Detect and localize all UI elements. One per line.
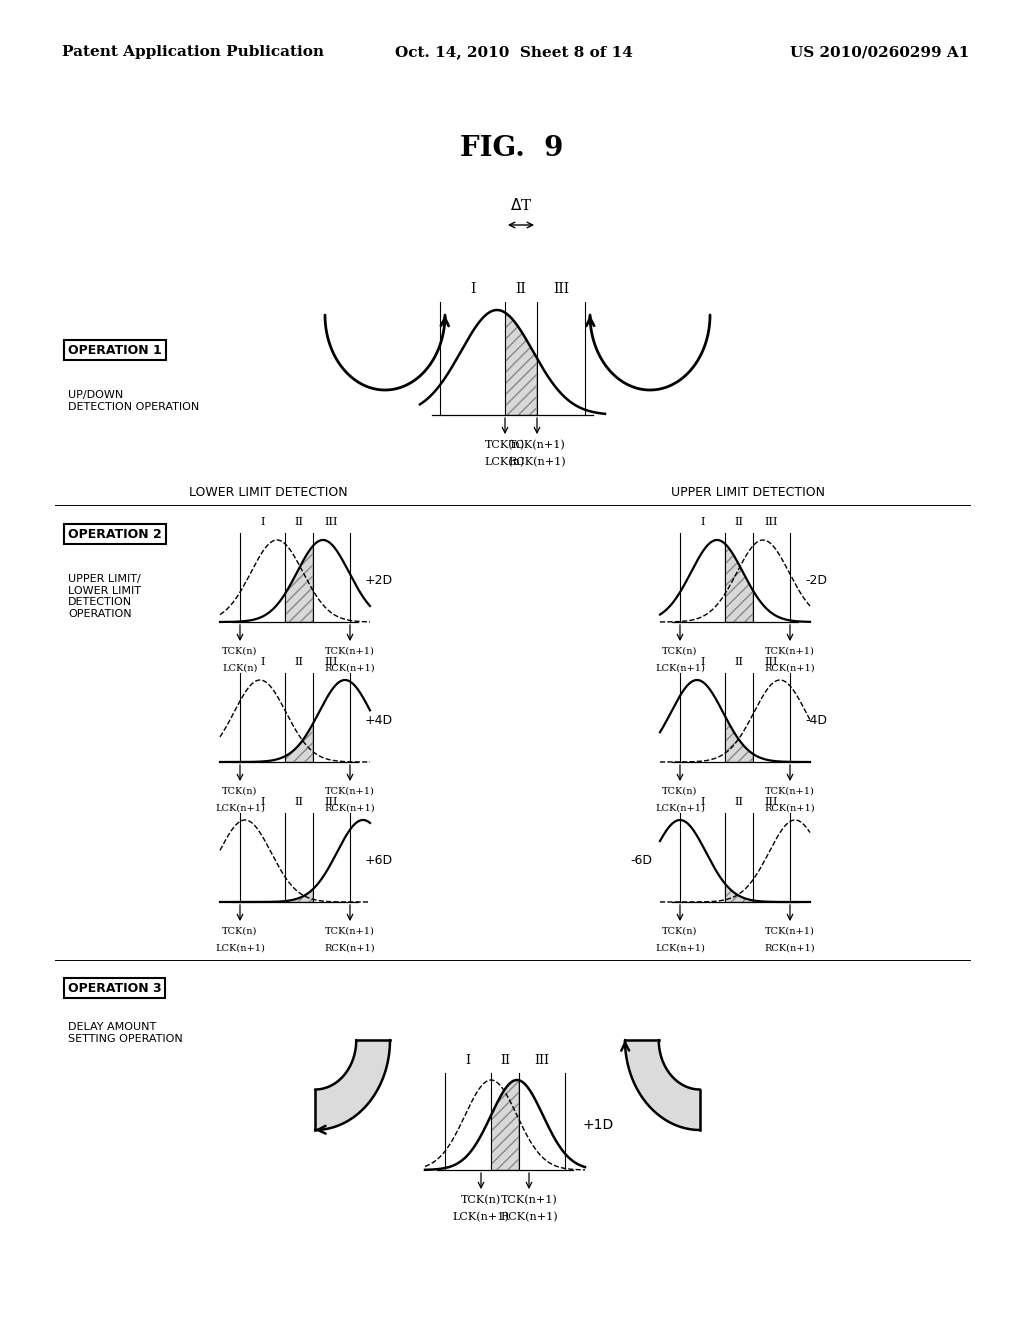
Polygon shape <box>725 884 753 902</box>
Polygon shape <box>285 723 313 762</box>
Text: TCK(n): TCK(n) <box>222 647 258 656</box>
Polygon shape <box>725 717 753 762</box>
Polygon shape <box>725 544 753 622</box>
Text: TCK(n): TCK(n) <box>461 1195 501 1205</box>
Text: III: III <box>535 1053 550 1067</box>
Polygon shape <box>625 1040 700 1130</box>
Text: II: II <box>734 657 743 668</box>
Text: TCK(n): TCK(n) <box>222 787 258 796</box>
Polygon shape <box>285 546 313 622</box>
Text: TCK(n+1): TCK(n+1) <box>325 647 375 656</box>
Text: OPERATION 2: OPERATION 2 <box>68 528 162 540</box>
Text: US 2010/0260299 A1: US 2010/0260299 A1 <box>790 45 970 59</box>
Text: III: III <box>553 281 569 296</box>
Text: I: I <box>700 657 705 668</box>
Text: TCK(n+1): TCK(n+1) <box>765 647 815 656</box>
Text: TCK(n): TCK(n) <box>663 787 697 796</box>
Text: -4D: -4D <box>805 714 827 727</box>
Text: DELAY AMOUNT
SETTING OPERATION: DELAY AMOUNT SETTING OPERATION <box>68 1022 182 1044</box>
Text: III: III <box>765 657 778 668</box>
Text: TCK(n): TCK(n) <box>663 647 697 656</box>
Polygon shape <box>492 1080 519 1170</box>
Text: RCK(n+1): RCK(n+1) <box>325 664 376 673</box>
Polygon shape <box>285 890 313 902</box>
Text: II: II <box>734 517 743 528</box>
Text: UP/DOWN
DETECTION OPERATION: UP/DOWN DETECTION OPERATION <box>68 389 200 412</box>
Text: LCK(n+1): LCK(n+1) <box>655 944 705 953</box>
Text: TCK(n+1): TCK(n+1) <box>765 927 815 936</box>
Text: +6D: +6D <box>365 854 393 867</box>
Polygon shape <box>505 313 537 414</box>
Text: RCK(n+1): RCK(n+1) <box>508 457 566 467</box>
Text: LCK(n+1): LCK(n+1) <box>655 664 705 673</box>
Text: TCK(n+1): TCK(n+1) <box>325 787 375 796</box>
Text: LCK(n+1): LCK(n+1) <box>655 804 705 813</box>
Text: RCK(n+1): RCK(n+1) <box>500 1212 558 1222</box>
Text: I: I <box>260 517 265 528</box>
Text: LOWER LIMIT DETECTION: LOWER LIMIT DETECTION <box>188 487 347 499</box>
Text: FIG.  9: FIG. 9 <box>461 135 563 161</box>
Text: TCK(n): TCK(n) <box>222 927 258 936</box>
Text: OPERATION 1: OPERATION 1 <box>68 343 162 356</box>
Text: TCK(n): TCK(n) <box>663 927 697 936</box>
Text: I: I <box>260 797 265 808</box>
Text: III: III <box>765 517 778 528</box>
Text: RCK(n+1): RCK(n+1) <box>765 804 815 813</box>
Text: I: I <box>260 657 265 668</box>
Text: +2D: +2D <box>365 574 393 587</box>
Text: TCK(n+1): TCK(n+1) <box>765 787 815 796</box>
Text: Oct. 14, 2010  Sheet 8 of 14: Oct. 14, 2010 Sheet 8 of 14 <box>395 45 633 59</box>
Text: LCK(n): LCK(n) <box>222 664 258 673</box>
Text: RCK(n+1): RCK(n+1) <box>765 664 815 673</box>
Text: UPPER LIMIT DETECTION: UPPER LIMIT DETECTION <box>671 487 825 499</box>
Text: RCK(n+1): RCK(n+1) <box>765 944 815 953</box>
Text: I: I <box>700 797 705 808</box>
Text: III: III <box>325 797 338 808</box>
Text: TCK(n+1): TCK(n+1) <box>325 927 375 936</box>
Text: III: III <box>325 517 338 528</box>
Text: II: II <box>295 797 303 808</box>
Text: -6D: -6D <box>630 854 652 867</box>
Text: UPPER LIMIT/
LOWER LIMIT
DETECTION
OPERATION: UPPER LIMIT/ LOWER LIMIT DETECTION OPERA… <box>68 574 141 619</box>
Text: II: II <box>500 1053 510 1067</box>
Text: RCK(n+1): RCK(n+1) <box>325 804 376 813</box>
Text: TCK(n+1): TCK(n+1) <box>501 1195 557 1205</box>
Text: I: I <box>466 1053 470 1067</box>
Text: I: I <box>700 517 705 528</box>
Text: LCK(n+1): LCK(n+1) <box>215 944 265 953</box>
Text: TCK(n): TCK(n) <box>485 440 525 450</box>
Text: II: II <box>734 797 743 808</box>
Text: +4D: +4D <box>365 714 393 727</box>
Text: TCK(n+1): TCK(n+1) <box>509 440 565 450</box>
Text: -2D: -2D <box>805 574 827 587</box>
Text: LCK(n): LCK(n) <box>485 457 525 467</box>
Text: $\Delta$T: $\Delta$T <box>510 197 532 213</box>
Polygon shape <box>315 1040 390 1130</box>
Text: II: II <box>295 657 303 668</box>
Text: OPERATION 3: OPERATION 3 <box>68 982 162 994</box>
Text: Patent Application Publication: Patent Application Publication <box>62 45 324 59</box>
Text: III: III <box>765 797 778 808</box>
Text: LCK(n+1): LCK(n+1) <box>215 804 265 813</box>
Text: II: II <box>295 517 303 528</box>
Text: I: I <box>470 281 475 296</box>
Text: RCK(n+1): RCK(n+1) <box>325 944 376 953</box>
Text: LCK(n+1): LCK(n+1) <box>453 1212 509 1222</box>
Text: II: II <box>516 281 526 296</box>
Text: III: III <box>325 657 338 668</box>
Text: +1D: +1D <box>583 1118 614 1133</box>
